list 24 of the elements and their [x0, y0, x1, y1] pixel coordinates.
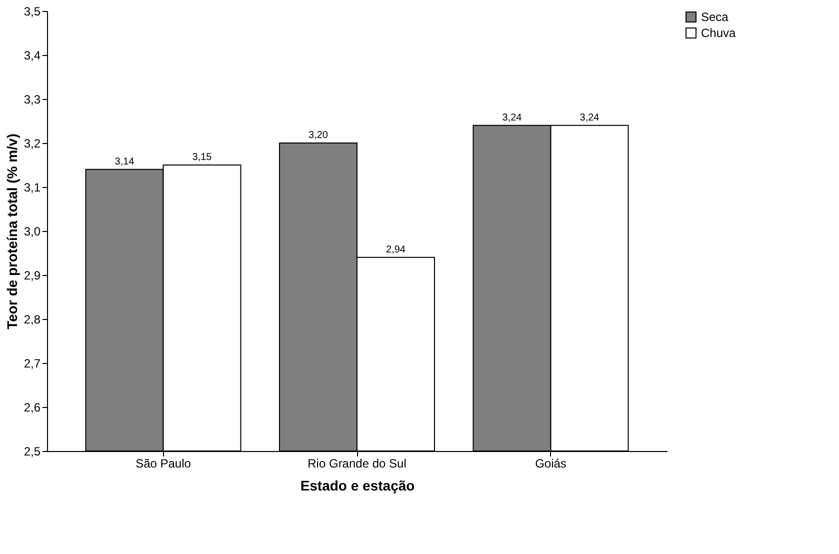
data-label: 3,15 [192, 152, 212, 163]
y-tick-label: 2,7 [24, 356, 41, 370]
y-tick-label: 3,0 [24, 224, 41, 238]
x-axis-title: Estado e estação [300, 478, 415, 494]
y-tick-label: 2,9 [24, 268, 41, 282]
data-label: 3,20 [308, 130, 328, 141]
legend-label: Seca [701, 10, 729, 24]
data-label: 2,94 [386, 244, 406, 256]
y-tick-label: 3,3 [24, 92, 41, 106]
y-tick-label: 3,1 [24, 180, 41, 194]
y-tick-label: 2,8 [24, 312, 41, 326]
y-tick-label: 3,2 [24, 136, 41, 150]
x-tick-label: Rio Grande do Sul [308, 456, 406, 470]
y-axis-title: Teor de proteína total (% m/v) [4, 134, 20, 330]
x-tick-label: Goiás [535, 456, 566, 470]
x-tick-label: São Paulo [136, 456, 192, 470]
data-label: 3,14 [114, 156, 135, 168]
data-label: 3,24 [580, 112, 600, 124]
y-tick-label: 2,6 [24, 400, 41, 414]
y-tick-label: 3,4 [24, 48, 41, 62]
legend-label: Chuva [701, 26, 736, 40]
y-tick-label: 3,5 [24, 4, 41, 18]
data-label: 3,24 [502, 112, 522, 124]
y-tick-label: 2,5 [24, 444, 41, 458]
